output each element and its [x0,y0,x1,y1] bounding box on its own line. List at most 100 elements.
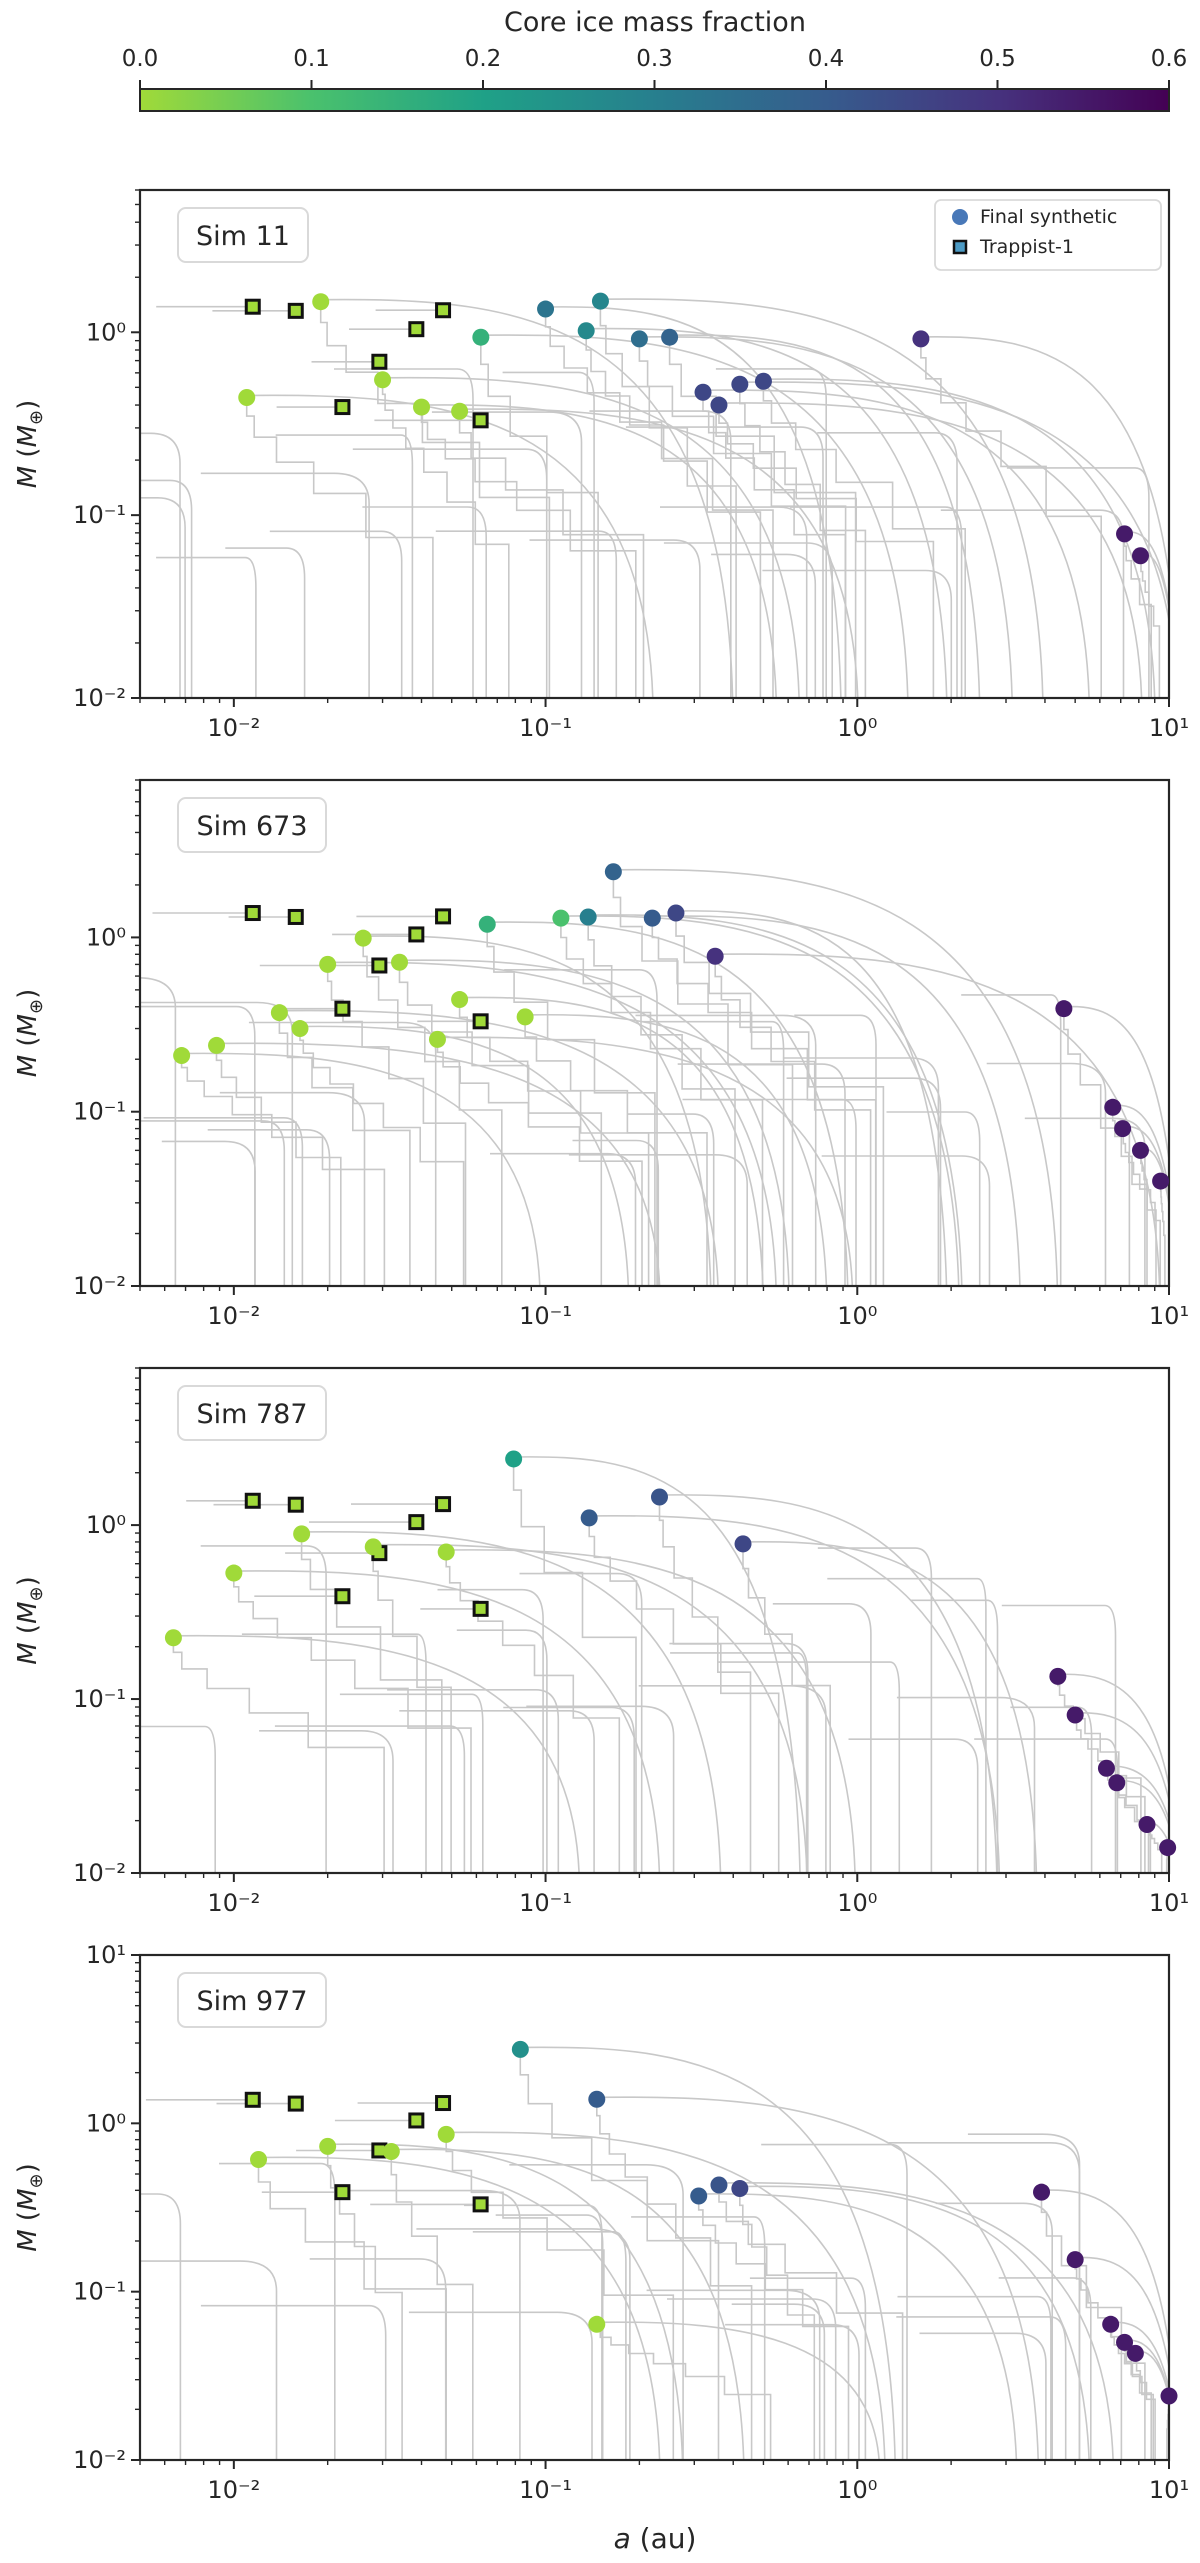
planet-track [1123,533,1167,698]
y-tick-label: 10⁻¹ [73,1685,126,1713]
y-axis-ticks: 10⁻² 10⁻¹ 10⁰ [73,779,140,1300]
migration-track [399,959,790,1286]
planet-track [1159,1181,1167,1286]
planet-point [731,375,749,393]
embryo-track [259,1730,394,1873]
migration-track [739,2185,1090,2460]
y-axis-label-unit: ⊕ [26,410,47,425]
embryo-track [817,432,958,698]
x-axis-ticks: 10⁻² 10⁻¹ 10⁰ 10¹ [139,698,1189,742]
planet-point [604,863,622,881]
evolution-tracks [140,868,1169,1286]
planet-track [596,2324,824,2460]
y-axis-label-unit: ( [13,1624,43,1642]
embryo-track [638,1685,827,1873]
planet-point [505,1450,523,1468]
planet-track [278,1012,484,1286]
trappist-point [408,321,425,338]
planet-point [437,1543,455,1561]
y-tick-label: 10⁻² [73,1272,126,1300]
planet-track [588,1517,848,1873]
legend-box [934,199,1162,271]
planet-point [1114,1120,1132,1138]
evolution-tracks [140,1456,1169,1873]
embryo-track [219,1091,366,1286]
y-axis-label: M (M⊕) [13,989,47,1078]
planet-point [694,383,712,401]
embryo-track [346,2189,521,2460]
planet-track [480,337,664,698]
embryo-track [140,497,186,698]
trappist-point [408,2112,425,2129]
trappist-point [334,399,351,416]
planet-track [714,956,940,1286]
embryo-track [495,2214,604,2460]
y-axis-label-symbol: M [13,2229,43,2251]
embryo-track [572,1139,660,1286]
planet-point [208,1036,226,1054]
migration-track [327,2143,684,2460]
planet-point [1131,547,1149,565]
y-axis-label-unit: ⊕ [26,2173,47,2188]
migration-track [382,376,800,698]
planet-point [437,2125,455,2143]
y-tick-label: 10¹ [86,1941,126,1969]
migration-track [525,1013,828,1286]
y-axis-label-unit: ⊕ [26,999,47,1014]
embryo-track [897,2295,1052,2460]
embryo-track [456,1629,548,1873]
embryo-track [998,2277,1092,2460]
x-axis-ticks: 10⁻² 10⁻¹ 10⁰ 10¹ [139,2460,1189,2504]
x-tick-label: 10⁰ [837,1889,877,1917]
embryo-track [568,1154,748,1286]
planet-track [1074,1715,1167,1873]
planet-markers [238,292,1149,565]
planet-point [291,1020,309,1038]
planet-markers [173,863,1170,1190]
planet-track [587,917,800,1286]
trappist-point [287,2095,304,2112]
migration-track [669,334,981,698]
migration-track [1110,2321,1169,2393]
embryo-track [670,1652,808,1873]
planet-track [172,1637,477,1873]
embryo-track [275,434,414,698]
planet-point [580,1509,598,1527]
planet-point [630,330,648,348]
embryo-track [140,977,177,1286]
colorbar-tick-label: 0.0 [122,46,159,72]
planet-point [912,330,930,348]
y-axis-ticks: 10⁻² 10⁻¹ 10⁰ [73,189,140,712]
planet-point [650,1488,668,1506]
planet-track [1109,2324,1167,2460]
planet-point [731,2180,749,2198]
trappist-point [435,1496,452,1513]
planet-track [1139,1150,1167,1286]
planet-point [478,915,496,933]
migration-track [1116,1779,1169,1829]
colorbar-tick-label: 0.1 [293,46,330,72]
colorbar-tick-label: 0.2 [465,46,502,72]
planet-track [512,1459,705,1873]
migration-track [596,2321,880,2460]
trappist-point [287,908,304,925]
x-tick-label: 10⁻² [207,1302,260,1330]
legend-trappist-marker [952,239,968,255]
planet-point [1152,1172,1170,1190]
x-axis-ticks: 10⁻² 10⁻¹ 10⁰ 10¹ [139,1286,1189,1330]
x-tick-label: 10⁻¹ [519,714,572,742]
embryo-track [886,1111,981,1286]
embryo-track [717,1661,901,1873]
embryo-track [817,1547,933,1873]
embryo-track [431,411,583,698]
planet-track [372,1546,495,1873]
trappist-point [472,1600,489,1617]
embryo-track [848,1738,979,1873]
x-tick-label: 10⁰ [837,2476,877,2504]
planet-point [661,328,679,346]
migration-track [739,381,1169,626]
legend: Final synthetic Trappist-1 [934,199,1162,271]
planet-track [458,411,747,698]
migration-track [258,2156,661,2460]
